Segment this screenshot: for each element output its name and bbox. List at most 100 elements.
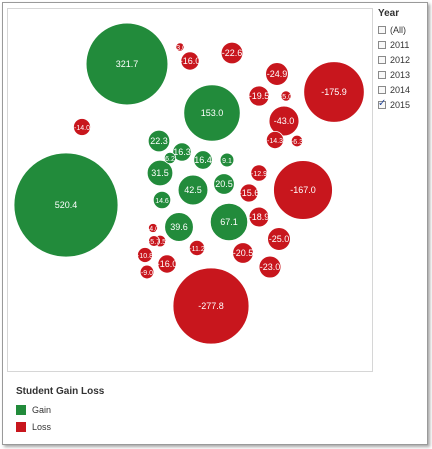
bubble-gain[interactable] xyxy=(13,152,119,258)
bubble-gain[interactable] xyxy=(219,152,235,168)
legend-item[interactable]: Loss xyxy=(16,418,104,435)
bubble-label: 31.5 xyxy=(151,168,169,178)
bubble-label: 14.6 xyxy=(155,198,169,205)
bubble-loss[interactable] xyxy=(180,51,200,71)
bubble-label: -167.0 xyxy=(290,185,316,195)
bubble-label: -16.0 xyxy=(180,56,201,66)
bubble-gain[interactable] xyxy=(213,173,235,195)
bubble-label: -25.0 xyxy=(269,234,290,244)
bubble-loss[interactable] xyxy=(139,264,155,280)
year-option-label: (All) xyxy=(390,24,406,35)
bubble-label: -277.8 xyxy=(198,301,224,311)
bubble-loss[interactable] xyxy=(303,61,365,123)
bubble-loss[interactable] xyxy=(73,118,91,136)
year-checkbox[interactable] xyxy=(378,70,386,79)
bubble-label: -175.9 xyxy=(321,87,347,97)
bubble-label: -22.6 xyxy=(222,48,243,58)
bubble-label: 20.5 xyxy=(215,179,233,189)
bubble-loss[interactable] xyxy=(268,105,300,137)
bubble-gain[interactable] xyxy=(163,151,177,165)
bubble-loss[interactable] xyxy=(248,206,270,228)
bubble-label: 67.1 xyxy=(220,217,238,227)
bubble-loss[interactable] xyxy=(188,239,206,257)
bubble-loss[interactable] xyxy=(250,164,268,182)
bubble-loss[interactable] xyxy=(290,134,304,148)
bubble-loss[interactable] xyxy=(265,130,285,150)
bubble-loss[interactable] xyxy=(232,242,254,264)
bubble-gain[interactable] xyxy=(164,212,194,242)
bubble-label: -24.9 xyxy=(267,69,288,79)
bubble-label: -4.0 xyxy=(147,226,159,233)
year-filter-title: Year xyxy=(378,8,400,19)
year-checkbox[interactable] xyxy=(378,55,386,64)
legend-item[interactable]: Gain xyxy=(16,401,104,418)
bubble-label: -11.2 xyxy=(189,246,205,253)
year-checkbox[interactable] xyxy=(378,85,386,94)
legend-label: Loss xyxy=(32,421,52,432)
bubble-gain[interactable] xyxy=(146,159,174,187)
bubble-gain[interactable] xyxy=(209,202,249,242)
year-option-label: 2012 xyxy=(390,54,411,65)
bubble-label: -16.0 xyxy=(157,259,178,269)
bubble-label: 16.3 xyxy=(173,147,191,157)
bubble-label: -14.0 xyxy=(74,125,90,132)
bubble-label: -43.0 xyxy=(274,116,295,126)
legend-swatch xyxy=(16,421,26,432)
year-option-label: 2015 xyxy=(390,99,411,110)
bubble-loss[interactable] xyxy=(137,247,153,263)
bubble-loss[interactable] xyxy=(248,85,270,107)
bubble-loss[interactable] xyxy=(239,183,259,203)
year-option-label: 2013 xyxy=(390,69,411,80)
legend-swatch xyxy=(16,404,26,415)
bubble-label: 16.4 xyxy=(194,155,212,165)
bubble-gain[interactable] xyxy=(147,129,171,153)
bubble-label: -15.6 xyxy=(239,188,260,198)
bubble-label: 520.4 xyxy=(55,200,78,210)
year-checkbox[interactable] xyxy=(378,25,386,34)
bubble-loss[interactable] xyxy=(172,267,250,345)
bubble-loss[interactable] xyxy=(220,41,244,65)
bubble-label: -9.0 xyxy=(141,270,153,277)
legend-label: Gain xyxy=(32,404,52,415)
bubble-label: 9.1 xyxy=(222,158,232,165)
year-filter-option[interactable]: 2013 xyxy=(378,67,428,82)
bubble-gain[interactable] xyxy=(85,22,169,106)
bubble-label: -20.5 xyxy=(233,248,254,258)
year-filter-option[interactable]: 2011 xyxy=(378,37,428,52)
bubble-label: -19.5 xyxy=(249,91,270,101)
bubble-loss[interactable] xyxy=(148,223,158,233)
year-filter-option[interactable]: (All) xyxy=(378,22,428,37)
bubble-label: -10.8 xyxy=(137,253,153,260)
bubble-gain[interactable] xyxy=(152,190,172,210)
bubble-label: -14.3 xyxy=(267,138,283,145)
bubble-loss[interactable] xyxy=(265,62,289,86)
year-filter-option[interactable]: 2012 xyxy=(378,52,428,67)
year-filter-option[interactable]: 2014 xyxy=(378,82,428,97)
bubble-loss[interactable] xyxy=(175,42,185,52)
legend-title: Student Gain Loss xyxy=(16,386,105,397)
bubble-label: -6.3 xyxy=(291,139,303,146)
bubble-gain[interactable] xyxy=(177,174,209,206)
bubble-gain[interactable] xyxy=(183,84,241,142)
bubble-loss[interactable] xyxy=(273,160,333,220)
year-option-label: 2011 xyxy=(390,39,410,50)
bubble-gain[interactable] xyxy=(193,150,213,170)
bubble-label: 153.0 xyxy=(201,108,224,118)
year-checkbox[interactable] xyxy=(378,98,386,109)
year-checkbox[interactable] xyxy=(378,40,386,49)
color-legend: Student Gain Loss Gain Loss xyxy=(16,386,104,435)
bubble-gain[interactable] xyxy=(172,142,192,162)
bubble-loss[interactable] xyxy=(157,254,177,274)
bubble-loss[interactable] xyxy=(280,90,292,102)
year-filter-option[interactable]: 2015 xyxy=(378,97,428,112)
bubble-label: -5.0 xyxy=(280,94,292,101)
bubble-label: 321.7 xyxy=(116,59,139,69)
bubble-label: 22.3 xyxy=(150,136,168,146)
bubble-loss[interactable] xyxy=(267,227,291,251)
bubble-loss[interactable] xyxy=(148,235,160,247)
bubble-label: -12.9 xyxy=(251,171,267,178)
bubble-label: -5.7 xyxy=(148,239,160,246)
bubble-loss[interactable] xyxy=(258,255,282,279)
bubble-label: 6.2 xyxy=(165,156,175,163)
